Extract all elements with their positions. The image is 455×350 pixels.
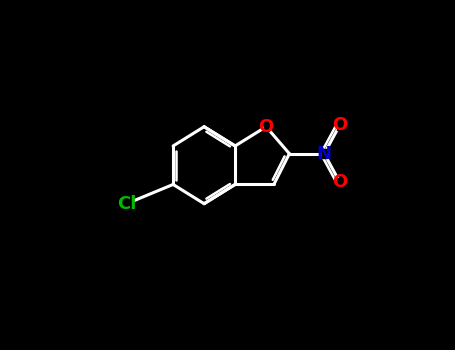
Text: O: O [332,173,347,191]
Bar [322,149,327,158]
Text: O: O [332,116,347,134]
Bar [121,199,131,208]
Text: N: N [317,145,332,163]
Text: Cl: Cl [117,195,136,213]
Text: O: O [258,118,274,136]
Bar [263,122,268,131]
Bar [337,178,342,187]
Bar [337,121,342,130]
